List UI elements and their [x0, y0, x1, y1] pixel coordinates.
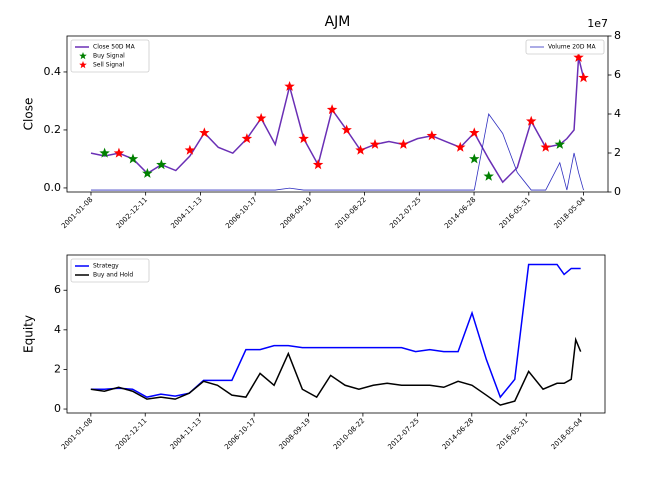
signal-marker	[142, 167, 153, 178]
y2-offset-label: 1e7	[587, 17, 608, 30]
y-tick-label: 6	[54, 283, 61, 296]
series-line	[90, 57, 585, 184]
series-line	[90, 336, 582, 406]
legend-label: Buy and Hold	[93, 272, 133, 279]
signal-marker	[284, 80, 295, 91]
signal-marker	[326, 104, 338, 115]
y-axis-label: Close	[22, 98, 36, 131]
y2-tick-label: 8	[614, 29, 621, 42]
legend-box	[70, 39, 150, 73]
y-tick-label: 2	[54, 362, 61, 375]
signal-marker	[455, 141, 466, 152]
axes-frame	[66, 35, 609, 193]
legend-box	[525, 39, 605, 55]
signal-marker	[398, 138, 409, 149]
signal-marker	[298, 133, 309, 144]
legend-label: Sell Signal	[93, 62, 125, 69]
y-tick-label: 4	[54, 323, 61, 336]
y-tick-label: 0.2	[44, 123, 62, 136]
signal-marker	[199, 127, 210, 138]
plot-area	[90, 51, 589, 191]
series-line	[90, 263, 581, 399]
y-tick-label: 0	[54, 402, 61, 415]
signal-marker	[99, 147, 110, 158]
y-tick-label: 0.0	[44, 181, 62, 194]
signal-marker	[540, 141, 551, 152]
legend-label: Buy Signal	[93, 53, 125, 60]
signal-marker	[113, 147, 125, 158]
signal-marker	[578, 72, 589, 83]
legend-label: Strategy	[93, 263, 119, 270]
y2-tick-label: 2	[614, 146, 621, 159]
signal-marker	[341, 124, 352, 135]
y2-tick-label: 0	[614, 185, 621, 198]
legend-label: Close 50D MA	[93, 44, 136, 51]
signal-marker	[469, 153, 480, 164]
signal-marker	[426, 130, 438, 141]
signal-marker	[312, 159, 324, 170]
chart-title: AJM	[325, 14, 351, 30]
axes-frame	[66, 254, 606, 414]
legend-marker	[79, 61, 87, 69]
signal-marker	[369, 138, 381, 149]
signal-marker	[469, 127, 480, 138]
signal-marker	[127, 153, 139, 164]
signal-marker	[525, 115, 537, 126]
signal-marker	[483, 170, 494, 181]
signal-marker	[241, 133, 253, 144]
signal-marker	[184, 144, 196, 155]
y2-tick-label: 6	[614, 68, 621, 81]
legend-marker	[79, 52, 87, 60]
plot-area	[90, 263, 582, 406]
signal-marker	[156, 159, 167, 170]
legend-label: Volume 20D MA	[548, 44, 597, 51]
legend-box	[70, 258, 150, 283]
signal-marker	[355, 144, 366, 155]
y-axis-label: Equity	[22, 315, 36, 353]
y-tick-label: 0.4	[44, 65, 62, 78]
signal-marker	[554, 138, 566, 149]
series-line	[90, 113, 584, 191]
y2-tick-label: 4	[614, 107, 621, 120]
signal-marker	[255, 112, 267, 123]
signal-marker	[573, 51, 584, 62]
